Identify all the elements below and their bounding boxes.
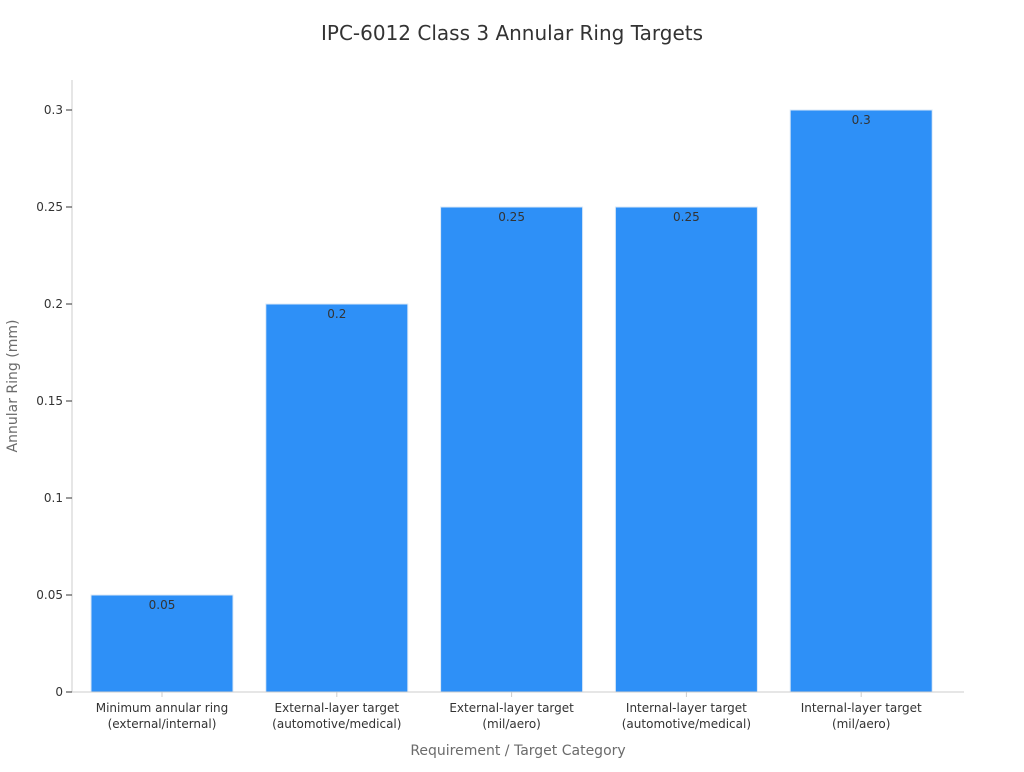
- bars-group: [90, 109, 933, 693]
- x-category-label-line: Internal-layer target: [801, 701, 922, 715]
- x-category-label-line: (mil/aero): [482, 717, 541, 731]
- bar-value-label: 0.25: [498, 210, 525, 224]
- bar-value-label: 0.2: [327, 307, 346, 321]
- x-category-label-line: Internal-layer target: [626, 701, 747, 715]
- x-category-label-line: External-layer target: [275, 701, 400, 715]
- bar-value-label: 0.05: [149, 598, 176, 612]
- x-category-label: External-layer target (automotive/medical…: [272, 701, 401, 731]
- bar: [789, 109, 933, 693]
- x-category-label-line: External-layer target: [449, 701, 574, 715]
- y-tick-label: 0.25: [36, 200, 63, 214]
- y-axis-title: Annular Ring (mm): [5, 320, 21, 453]
- x-category-label-line: (automotive/medical): [622, 717, 751, 731]
- bar-value-label: 0.3: [852, 113, 871, 127]
- y-tick-label: 0.05: [36, 588, 63, 602]
- bar: [90, 594, 234, 693]
- y-tick-label: 0.3: [44, 103, 63, 117]
- x-category-label-line: (mil/aero): [832, 717, 891, 731]
- x-category-label-line: Minimum annular ring: [96, 701, 229, 715]
- x-axis-categories: Minimum annular ring (external/internal) E…: [96, 692, 922, 731]
- bar: [614, 206, 758, 693]
- bar-value-label: 0.25: [673, 210, 700, 224]
- data-labels: 0.05 0.2 0.25 0.25 0.3: [149, 113, 871, 612]
- x-category-label: External-layer target (mil/aero): [449, 701, 574, 731]
- x-category-label-line: (automotive/medical): [272, 717, 401, 731]
- y-axis-ticks: 0 0.05 0.1 0.15 0.2 0.25 0.3: [36, 103, 72, 699]
- bar: [265, 303, 409, 693]
- x-category-label: Minimum annular ring (external/internal): [96, 701, 229, 731]
- x-category-label: Internal-layer target (mil/aero): [801, 701, 922, 731]
- chart-title: IPC-6012 Class 3 Annular Ring Targets: [321, 21, 703, 45]
- y-tick-label: 0.15: [36, 394, 63, 408]
- x-category-label: Internal-layer target (automotive/medical…: [622, 701, 751, 731]
- y-tick-label: 0: [55, 685, 63, 699]
- x-category-label-line: (external/internal): [108, 717, 217, 731]
- y-tick-label: 0.2: [44, 297, 63, 311]
- bar: [440, 206, 584, 693]
- y-tick-label: 0.1: [44, 491, 63, 505]
- x-axis-title: Requirement / Target Category: [410, 743, 625, 759]
